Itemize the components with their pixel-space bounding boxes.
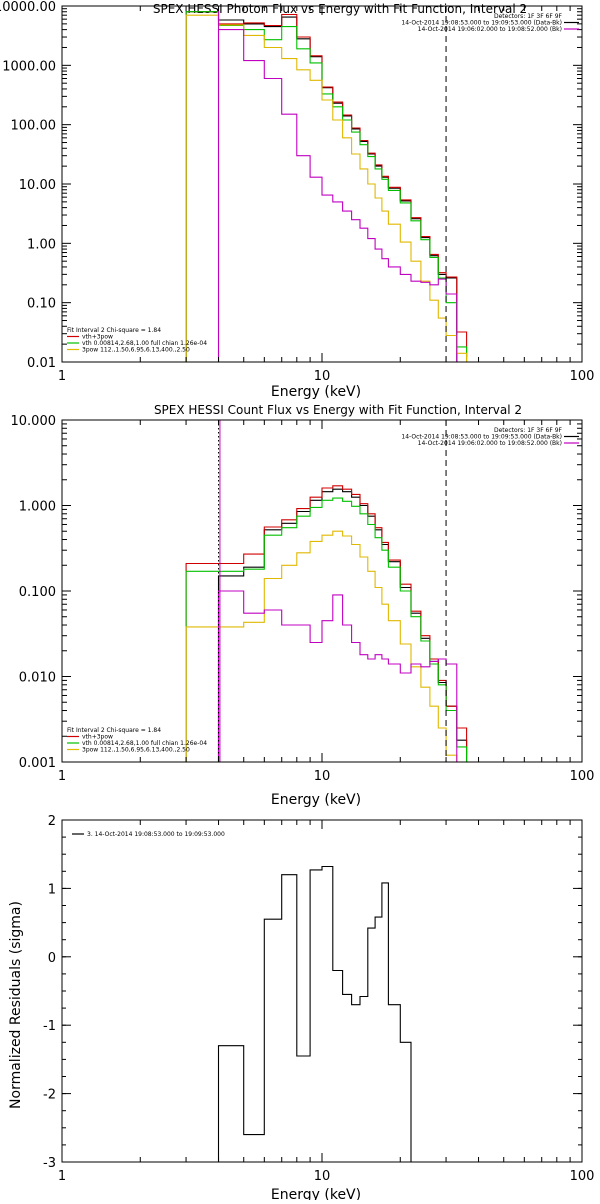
panel-0-legend-bottomleft-text: vth 0.00814,2.68,1.00 full chian 1.26e-0…	[82, 340, 207, 347]
count-flux-xlabel: Energy (keV)	[271, 792, 361, 808]
panel-1-legend-topright-text: 14-Oct-2014 19:06:02.000 to 19:08:52.000…	[418, 440, 562, 447]
panel-2-xtick-label: 10	[314, 1169, 331, 1184]
panel-2-ytick-label: -1	[43, 1019, 56, 1034]
panel-1-legend-bottomleft-text: Fit Interval 2 Chi-square = 1.84	[67, 727, 161, 734]
panel-1-legend-topright-text: Detectors: 1F 3F 6F 9F	[494, 427, 563, 434]
panel-0-ytick-label: 0.01	[27, 356, 56, 371]
count-flux-panel: SPEX HESSI Count Flux vs Energy with Fit…	[154, 403, 522, 808]
panel-0-ytick-label: 10000.00	[0, 0, 56, 15]
panel-0-xtick-label: 100	[570, 369, 595, 384]
panel-1-legend-bottomleft-text: vth 0.00814,2.68,1.00 full chian 1.26e-0…	[82, 740, 207, 747]
panel-0-xtick-label: 1	[58, 369, 66, 384]
panel-0-series-2	[185, 11, 468, 362]
panel-1-ytick-label: 0.100	[19, 585, 56, 600]
panel-1-ytick-label: 0.010	[19, 671, 56, 686]
panel-0-ytick-label: 1.00	[27, 237, 56, 252]
panel-2-ytick-label: 2	[48, 814, 56, 829]
panel-1-series-3	[185, 530, 468, 762]
panel-0-legend-topright-text: 14-Oct-2014 19:06:02.000 to 19:08:52.000…	[418, 26, 562, 33]
panel-1-series-4	[217, 590, 458, 762]
panel-0-data	[185, 6, 468, 362]
panel-0-ytick-label: 0.10	[27, 297, 56, 312]
panel-2-xtick-label: 100	[570, 1169, 595, 1184]
panel-0-plot: 1 10 100 0.01 0.10 1.00 10.00 100.00 1000.00 1000…	[0, 0, 594, 384]
residuals-xlabel: Energy (keV)	[271, 1187, 361, 1200]
panel-2-legend-topleft-text: 3. 14-Oct-2014 19:08:53.000 to 19:09:53.…	[87, 831, 225, 838]
residuals-panel: Energy (keV) Normalized Residuals (sigma…	[8, 901, 361, 1203]
panel-1-legend-bottomleft-text: vth+3pow	[82, 734, 113, 741]
panel-1-xtick-label: 1	[58, 769, 66, 784]
panel-0-ytick-label: 1000.00	[2, 59, 56, 74]
panel-1-series-1	[185, 485, 468, 762]
panel-2-xtick-label: 1	[58, 1169, 66, 1184]
photon-flux-title: SPEX HESSI Photon Flux vs Energy with Fi…	[153, 2, 527, 16]
panel-0-series-1	[185, 11, 468, 362]
panel-2-ytick-label: 1	[48, 882, 56, 897]
panel-0-legend-bottomleft-text: 3pow 112.,1.50,6.95,6.13,400.,2.50	[82, 347, 190, 354]
panel-2-series-0	[217, 865, 412, 1162]
panel-1-plot: 1 10 100 0.001 0.010 0.100 1.000 10.000 Detector…	[11, 414, 595, 784]
panel-1-xtick-label: 100	[570, 769, 595, 784]
panel-0-legend-topright-text: Detectors: 1F 3F 6F 9F	[494, 13, 563, 20]
panel-0-ytick-label: 100.00	[11, 119, 57, 134]
panel-0-series-4	[217, 29, 458, 362]
panel-0-series-3	[185, 14, 468, 362]
panel-1-legend-bottomleft-text: 3pow 112.,1.50,6.95,6.13,400.,2.50	[82, 747, 190, 754]
panel-2-ytick-label: -3	[43, 1156, 56, 1171]
panel-2-ytick-label: -2	[43, 1088, 56, 1103]
panel-2-plot: 1 10 100 -3 -2 -1 0 1 2 3. 14-Oct-2014 19:08:53.0…	[43, 814, 594, 1184]
panel-1-ytick-label: 10.000	[11, 414, 57, 429]
panel-0-xtick-label: 10	[314, 369, 331, 384]
panel-2-ytick-label: 0	[48, 951, 56, 966]
count-flux-title: SPEX HESSI Count Flux vs Energy with Fit…	[154, 403, 522, 417]
panel-1-data	[185, 420, 468, 762]
panel-1-series-2	[185, 497, 468, 762]
panel-1-legend-topright-text: 14-Oct-2014 19:08:53.000 to 19:09:53.000…	[401, 434, 562, 441]
panel-0-legend-bottomleft-text: vth+3pow	[82, 334, 113, 341]
panel-1-ytick-label: 0.001	[19, 756, 56, 771]
panel-0-legend-topright-text: 14-Oct-2014 19:08:53.000 to 19:09:53.000…	[401, 20, 562, 27]
panel-1-ytick-label: 1.000	[19, 500, 56, 515]
panel-1-xtick-label: 10	[314, 769, 331, 784]
panel-0-ytick-label: 10.00	[19, 178, 56, 193]
residuals-ylabel: Normalized Residuals (sigma)	[8, 901, 24, 1109]
panel-0-legend-bottomleft-text: Fit Interval 2 Chi-square = 1.84	[67, 327, 161, 334]
photon-flux-xlabel: Energy (keV)	[271, 384, 361, 400]
panel-2-data	[217, 865, 412, 1162]
